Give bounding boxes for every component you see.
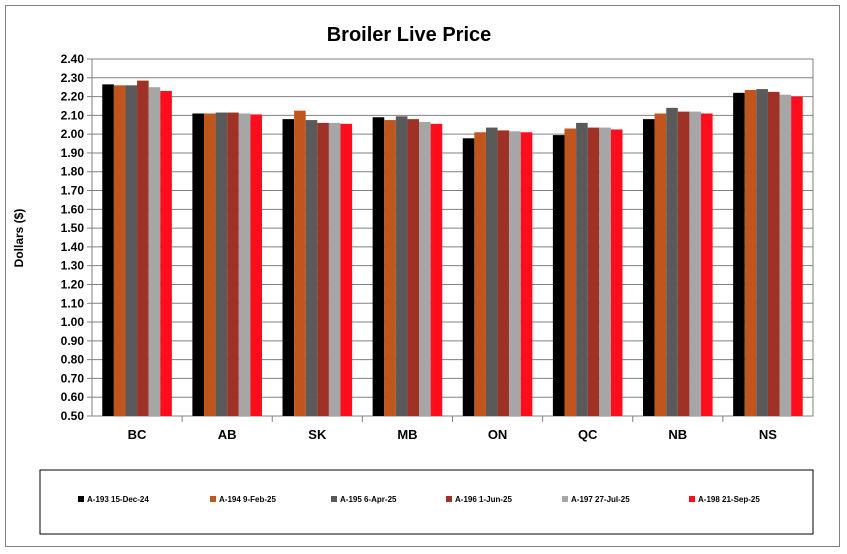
legend-swatch-1 xyxy=(78,496,84,502)
y-tick-label: 0.50 xyxy=(61,409,85,423)
bar-ab-series-1 xyxy=(192,113,204,416)
legend-label-4: A-196 1-Jun-25 xyxy=(455,495,512,504)
bar-nb-series-2 xyxy=(654,113,667,416)
y-tick-label: 0.90 xyxy=(61,334,85,348)
x-tick-label: AB xyxy=(218,427,237,442)
x-tick-label: MB xyxy=(397,427,417,442)
legend-label-5: A-197 27-Jul-25 xyxy=(571,495,630,504)
bar-mb-series-3 xyxy=(395,116,408,416)
bar-qc-series-5 xyxy=(599,127,611,417)
x-tick-label: NB xyxy=(668,427,687,442)
y-tick-label: 1.40 xyxy=(61,240,85,254)
bar-ns-series-6 xyxy=(791,96,803,416)
legend: A-193 15-Dec-24 A-194 9-Feb-25 A-195 6-Apr… xyxy=(78,495,760,504)
bar-ab-series-6 xyxy=(250,114,262,416)
legend-swatch-4 xyxy=(446,496,452,502)
bar-sk-series-6 xyxy=(340,123,353,417)
bar-ns-series-3 xyxy=(756,89,768,416)
bar-qc-series-1 xyxy=(552,135,565,417)
y-tick-label: 2.10 xyxy=(61,108,85,122)
y-axis: 0.50 0.60 0.70 0.80 0.90 1.00 1.10 1.20 1.30 1.40… xyxy=(61,52,92,423)
bar-ab-series-2 xyxy=(203,113,216,416)
bar-bc-series-6 xyxy=(160,90,172,416)
y-tick-label: 2.00 xyxy=(61,127,85,141)
legend-box xyxy=(39,469,814,535)
bar-sk-series-1 xyxy=(282,119,295,416)
y-tick-label: 0.60 xyxy=(61,390,85,404)
y-tick-label: 1.30 xyxy=(61,259,85,273)
chart-title: Broiler Live Price xyxy=(327,24,492,46)
bar-sk-series-4 xyxy=(317,122,329,416)
bar-ab-series-4 xyxy=(227,112,239,417)
bar-bc-series-4 xyxy=(137,80,149,416)
y-tick-label: 1.50 xyxy=(61,221,85,235)
bar-on-series-3 xyxy=(485,127,498,417)
y-axis-label: Dollars ($) xyxy=(12,209,26,268)
bar-mb-series-6 xyxy=(430,123,443,417)
bar-ns-series-1 xyxy=(733,92,745,417)
legend-swatch-5 xyxy=(562,496,568,502)
bar-nb-series-6 xyxy=(701,113,713,416)
legend-swatch-2 xyxy=(210,496,216,502)
y-tick-label: 1.00 xyxy=(61,315,85,329)
bar-bc-series-2 xyxy=(113,85,126,416)
y-tick-label: 1.20 xyxy=(61,277,85,291)
y-tick-label: 1.70 xyxy=(61,184,85,198)
bar-mb-series-4 xyxy=(407,119,420,416)
x-axis: BC AB SK MB ON QC NB NS xyxy=(128,416,777,442)
y-tick-label: 2.40 xyxy=(61,52,85,66)
legend-label-2: A-194 9-Feb-25 xyxy=(219,495,276,504)
x-tick-label: SK xyxy=(308,427,327,442)
y-tick-label: 1.80 xyxy=(61,165,85,179)
legend-label-1: A-193 15-Dec-24 xyxy=(87,495,149,504)
bar-sk-series-2 xyxy=(294,110,306,416)
bar-qc-series-2 xyxy=(564,128,577,416)
bar-bc-series-1 xyxy=(102,84,114,417)
legend-label-3: A-195 6-Apr-25 xyxy=(340,495,397,504)
bar-ns-series-2 xyxy=(744,90,757,417)
x-tick-label: NS xyxy=(759,427,777,442)
x-tick-label: ON xyxy=(488,427,508,442)
bar-sk-series-3 xyxy=(305,120,318,416)
y-tick-label: 2.20 xyxy=(61,90,85,104)
bar-ns-series-5 xyxy=(779,94,792,416)
bar-mb-series-1 xyxy=(372,117,385,416)
bar-sk-series-5 xyxy=(328,122,341,416)
bar-nb-series-4 xyxy=(677,111,690,416)
bar-nb-series-1 xyxy=(643,119,655,416)
legend-swatch-3 xyxy=(331,496,337,502)
x-tick-label: BC xyxy=(128,427,147,442)
bar-on-series-4 xyxy=(497,130,510,416)
bar-qc-series-3 xyxy=(576,122,588,416)
bar-ab-series-3 xyxy=(215,112,228,417)
bar-qc-series-4 xyxy=(587,127,600,417)
chart-frame: Broiler Live Price 0.50 0.60 0.70 0.80 0.90 1… xyxy=(5,5,840,547)
y-tick-label: 1.10 xyxy=(61,296,85,310)
bar-bc-series-5 xyxy=(148,87,161,417)
bar-mb-series-2 xyxy=(384,120,396,416)
chart-canvas: Broiler Live Price 0.50 0.60 0.70 0.80 0.90 1… xyxy=(12,24,814,535)
bar-bc-series-3 xyxy=(125,85,138,416)
bar-on-series-5 xyxy=(509,131,521,416)
bars xyxy=(102,80,803,417)
bar-on-series-2 xyxy=(474,132,486,417)
y-tick-label: 1.60 xyxy=(61,202,85,216)
x-tick-label: QC xyxy=(578,427,598,442)
bar-on-series-1 xyxy=(462,138,475,417)
y-tick-label: 0.70 xyxy=(61,371,85,385)
bar-on-series-6 xyxy=(520,132,533,417)
y-tick-label: 2.30 xyxy=(61,71,85,85)
bar-ab-series-5 xyxy=(238,113,251,416)
y-tick-label: 0.80 xyxy=(61,353,85,367)
bar-nb-series-5 xyxy=(689,111,702,416)
bar-qc-series-6 xyxy=(610,129,623,417)
y-tick-label: 1.90 xyxy=(61,146,85,160)
legend-label-6: A-198 21-Sep-25 xyxy=(698,495,760,504)
bar-mb-series-5 xyxy=(419,121,431,417)
legend-swatch-6 xyxy=(689,496,695,502)
bar-nb-series-3 xyxy=(666,107,678,416)
bar-ns-series-4 xyxy=(767,91,780,416)
